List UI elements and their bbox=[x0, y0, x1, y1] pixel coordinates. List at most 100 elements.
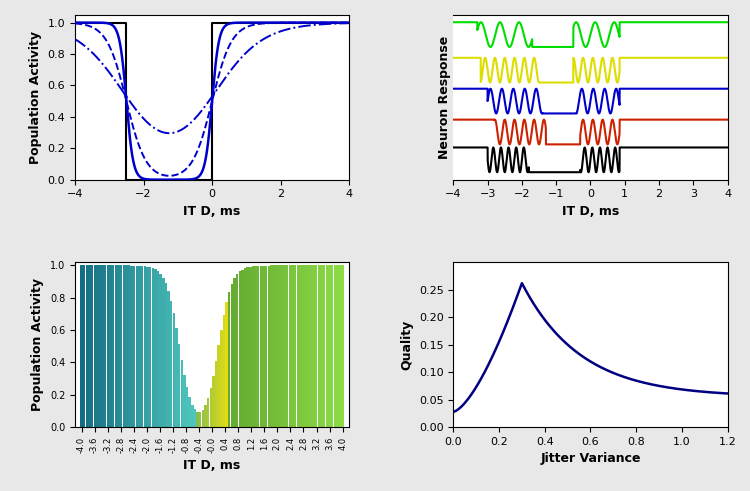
Y-axis label: Neuron Response: Neuron Response bbox=[437, 35, 451, 159]
Bar bbox=[130, 266, 133, 427]
Bar bbox=[320, 266, 322, 427]
Bar bbox=[244, 268, 246, 427]
Bar bbox=[170, 301, 172, 427]
Bar bbox=[160, 274, 162, 427]
Bar bbox=[228, 292, 230, 427]
Bar bbox=[280, 266, 284, 427]
Bar bbox=[183, 375, 185, 427]
Bar bbox=[242, 270, 244, 427]
Bar bbox=[128, 266, 130, 427]
Bar bbox=[291, 266, 294, 427]
Bar bbox=[186, 387, 188, 427]
Bar bbox=[191, 405, 194, 427]
Bar bbox=[310, 266, 312, 427]
Bar bbox=[167, 291, 170, 427]
Bar bbox=[273, 266, 275, 427]
Bar bbox=[296, 266, 299, 427]
Bar bbox=[265, 266, 267, 427]
Bar bbox=[138, 266, 141, 427]
Bar bbox=[196, 411, 199, 427]
Bar bbox=[326, 266, 328, 427]
Bar bbox=[149, 267, 152, 427]
Bar bbox=[225, 302, 228, 427]
Bar bbox=[238, 272, 241, 427]
Y-axis label: Population Activity: Population Activity bbox=[29, 31, 42, 164]
Bar bbox=[328, 266, 331, 427]
Bar bbox=[318, 266, 320, 427]
Bar bbox=[278, 266, 280, 427]
Bar bbox=[194, 409, 196, 427]
Bar bbox=[336, 266, 338, 427]
Bar bbox=[143, 266, 146, 427]
X-axis label: IT D, ms: IT D, ms bbox=[562, 205, 619, 218]
Bar bbox=[294, 266, 296, 427]
Bar bbox=[152, 268, 154, 427]
Bar bbox=[112, 266, 115, 427]
Bar bbox=[165, 283, 167, 427]
Bar bbox=[117, 266, 120, 427]
Bar bbox=[146, 267, 148, 427]
Bar bbox=[202, 409, 204, 427]
Bar bbox=[214, 361, 217, 427]
Bar bbox=[88, 266, 91, 427]
Bar bbox=[304, 266, 307, 427]
Bar bbox=[157, 271, 159, 427]
Bar bbox=[252, 266, 254, 427]
Bar bbox=[86, 266, 88, 427]
Bar bbox=[268, 266, 270, 427]
Bar bbox=[83, 266, 86, 427]
Bar bbox=[302, 266, 304, 427]
Bar bbox=[204, 405, 207, 427]
Bar bbox=[136, 266, 138, 427]
Bar bbox=[101, 266, 104, 427]
Bar bbox=[223, 315, 225, 427]
Bar bbox=[254, 266, 257, 427]
Bar bbox=[270, 266, 273, 427]
Bar bbox=[299, 266, 302, 427]
X-axis label: IT D, ms: IT D, ms bbox=[184, 459, 241, 472]
Bar bbox=[188, 397, 190, 427]
Bar bbox=[308, 266, 310, 427]
Bar bbox=[236, 274, 238, 427]
Bar bbox=[99, 266, 101, 427]
Bar bbox=[217, 346, 220, 427]
Bar bbox=[315, 266, 317, 427]
Bar bbox=[220, 329, 223, 427]
X-axis label: IT D, ms: IT D, ms bbox=[184, 205, 241, 218]
Bar bbox=[233, 278, 236, 427]
Bar bbox=[212, 376, 214, 427]
Bar bbox=[133, 266, 136, 427]
Bar bbox=[257, 266, 259, 427]
Bar bbox=[334, 266, 336, 427]
Bar bbox=[125, 266, 128, 427]
Bar bbox=[289, 266, 291, 427]
Bar bbox=[247, 267, 249, 427]
Bar bbox=[207, 398, 209, 427]
Bar bbox=[262, 266, 265, 427]
Bar bbox=[122, 266, 125, 427]
Bar bbox=[80, 266, 82, 427]
Bar bbox=[110, 266, 112, 427]
Bar bbox=[120, 266, 122, 427]
Y-axis label: Population Activity: Population Activity bbox=[32, 278, 44, 411]
Bar bbox=[339, 266, 341, 427]
Bar bbox=[162, 278, 164, 427]
Bar bbox=[94, 266, 96, 427]
Bar bbox=[91, 266, 93, 427]
Bar bbox=[323, 266, 326, 427]
Bar bbox=[178, 344, 180, 427]
Bar bbox=[199, 411, 202, 427]
Bar bbox=[154, 270, 157, 427]
Bar bbox=[284, 266, 286, 427]
Bar bbox=[104, 266, 106, 427]
Bar bbox=[115, 266, 117, 427]
Y-axis label: Quality: Quality bbox=[400, 320, 413, 370]
Bar bbox=[260, 266, 262, 427]
Bar bbox=[286, 266, 289, 427]
Bar bbox=[331, 266, 333, 427]
Bar bbox=[176, 328, 178, 427]
X-axis label: Jitter Variance: Jitter Variance bbox=[540, 452, 640, 465]
Bar bbox=[106, 266, 109, 427]
Bar bbox=[341, 266, 344, 427]
Bar bbox=[275, 266, 278, 427]
